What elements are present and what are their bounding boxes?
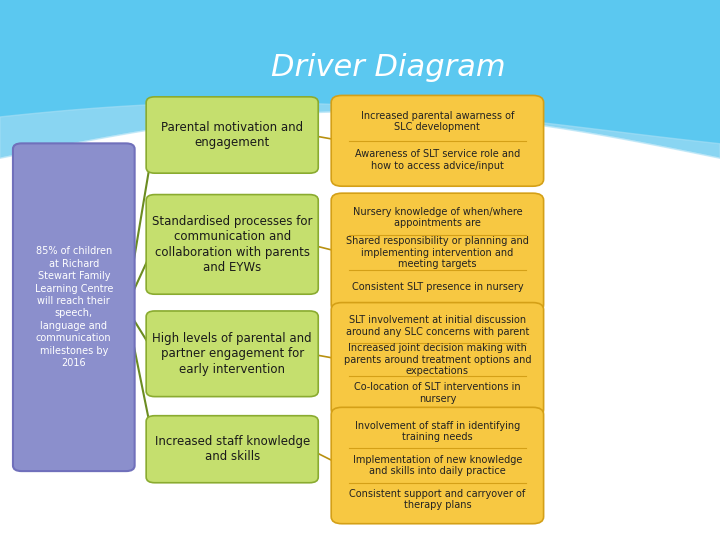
FancyBboxPatch shape <box>13 144 135 471</box>
Text: Increased joint decision making with
parents around treatment options and
expect: Increased joint decision making with par… <box>343 343 531 376</box>
FancyBboxPatch shape <box>331 193 544 312</box>
Text: Parental motivation and
engagement: Parental motivation and engagement <box>161 121 303 149</box>
FancyBboxPatch shape <box>331 302 544 417</box>
FancyBboxPatch shape <box>0 0 720 167</box>
Text: Standardised processes for
communication and
collaboration with parents
and EYWs: Standardised processes for communication… <box>152 214 312 274</box>
Text: Shared responsibility or planning and
implementing intervention and
meeting targ: Shared responsibility or planning and im… <box>346 236 528 269</box>
Text: Increased parental awarness of
SLC development: Increased parental awarness of SLC devel… <box>361 111 514 132</box>
Text: SLT involvement at initial discussion
around any SLC concerns with parent: SLT involvement at initial discussion ar… <box>346 315 529 337</box>
Text: Consistent SLT presence in nursery: Consistent SLT presence in nursery <box>351 282 523 293</box>
Text: Driver Diagram: Driver Diagram <box>271 53 506 82</box>
Text: Co-location of SLT interventions in
nursery: Co-location of SLT interventions in nurs… <box>354 382 521 404</box>
Text: Increased staff knowledge
and skills: Increased staff knowledge and skills <box>155 435 310 463</box>
Text: Consistent support and carryover of
therapy plans: Consistent support and carryover of ther… <box>349 489 526 510</box>
FancyBboxPatch shape <box>331 407 544 524</box>
FancyBboxPatch shape <box>146 416 318 483</box>
FancyBboxPatch shape <box>146 194 318 294</box>
Text: Nursery knowledge of when/where
appointments are: Nursery knowledge of when/where appointm… <box>353 207 522 228</box>
Text: 85% of children
at Richard
Stewart Family
Learning Centre
will reach their
speec: 85% of children at Richard Stewart Famil… <box>35 246 113 368</box>
Text: Involvement of staff in identifying
training needs: Involvement of staff in identifying trai… <box>355 421 520 442</box>
Text: Implementation of new knowledge
and skills into daily practice: Implementation of new knowledge and skil… <box>353 455 522 476</box>
FancyBboxPatch shape <box>146 311 318 396</box>
FancyBboxPatch shape <box>331 96 544 186</box>
Text: High levels of parental and
partner engagement for
early intervention: High levels of parental and partner enga… <box>153 332 312 376</box>
Text: Awareness of SLT service role and
how to access advice/input: Awareness of SLT service role and how to… <box>355 149 520 171</box>
FancyBboxPatch shape <box>146 97 318 173</box>
